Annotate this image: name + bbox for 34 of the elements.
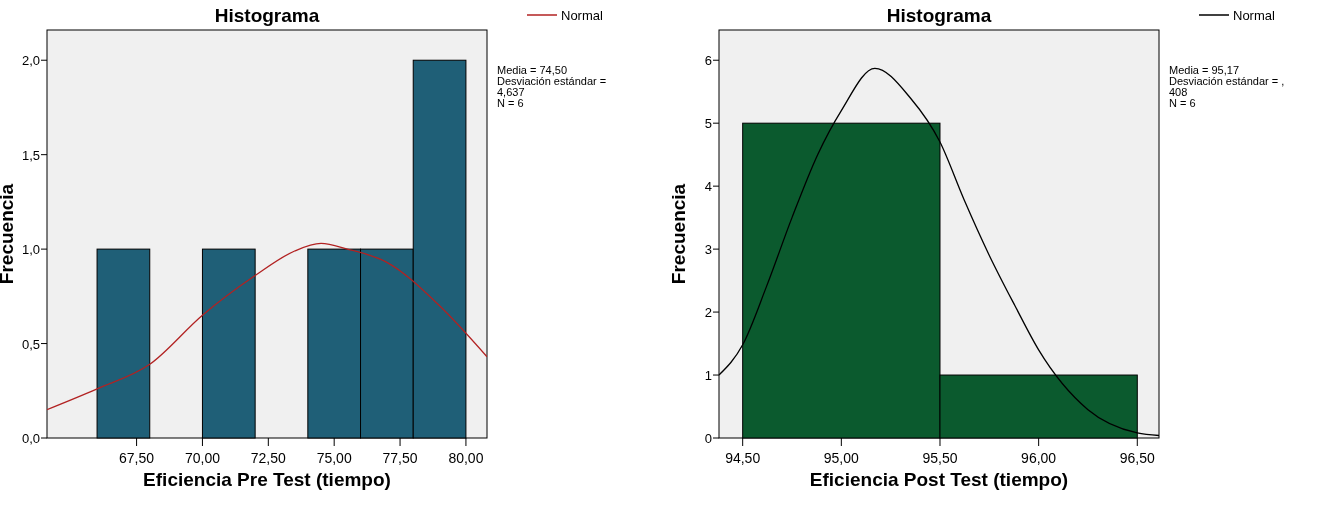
x-tick-label: 67,50 [119, 450, 155, 466]
legend-label: Normal [1233, 8, 1276, 23]
x-tick-label: 80,00 [448, 450, 484, 466]
text: Media = 74,50 Desviación estándar = 4,637 N = 6 [497, 64, 607, 109]
y-axis-title: Frecuencia [0, 183, 17, 285]
y-tick-label: 1,0 [21, 242, 40, 258]
y-tick-label: 0,0 [21, 431, 40, 446]
chart-title: Histograma [214, 5, 320, 26]
x-tick-label: 72,50 [250, 450, 287, 466]
x-tick-label: 96,00 [1021, 450, 1057, 466]
y-tick-label: 0 [704, 431, 712, 446]
x-tick-label: 96,50 [1119, 450, 1156, 466]
y-tick-label: 3 [704, 242, 712, 258]
x-tick-label: 95,00 [823, 450, 860, 466]
y-tick-label: 0,5 [21, 336, 40, 352]
chart-title: Histograma [886, 5, 992, 26]
x-tick-label: 70,00 [184, 450, 221, 466]
y-tick-label: 6 [704, 53, 712, 69]
x-axis-title: Eficiencia Post Test (tiempo) [809, 469, 1069, 490]
legend-label: Normal [561, 8, 604, 23]
x-tick-label: 94,50 [725, 450, 761, 466]
x-tick-label: 95,50 [922, 450, 958, 466]
y-axis-title: Frecuencia [668, 183, 689, 285]
y-tick-label: 1 [704, 368, 712, 384]
x-tick-label: 77,50 [382, 450, 418, 466]
y-tick-label: 2 [704, 305, 712, 321]
y-tick-label: 2,0 [21, 53, 40, 69]
x-axis-title: Eficiencia Pre Test (tiempo) [143, 469, 391, 490]
y-tick-label: 1,5 [21, 147, 40, 163]
y-tick-label: 5 [704, 116, 712, 132]
line-series [47, 242, 487, 411]
y-tick-label: 4 [704, 179, 712, 195]
text: Media = 95,17 Desviación estándar = , 408 N = 6 [1169, 64, 1285, 109]
x-tick-label: 75,00 [316, 450, 352, 466]
